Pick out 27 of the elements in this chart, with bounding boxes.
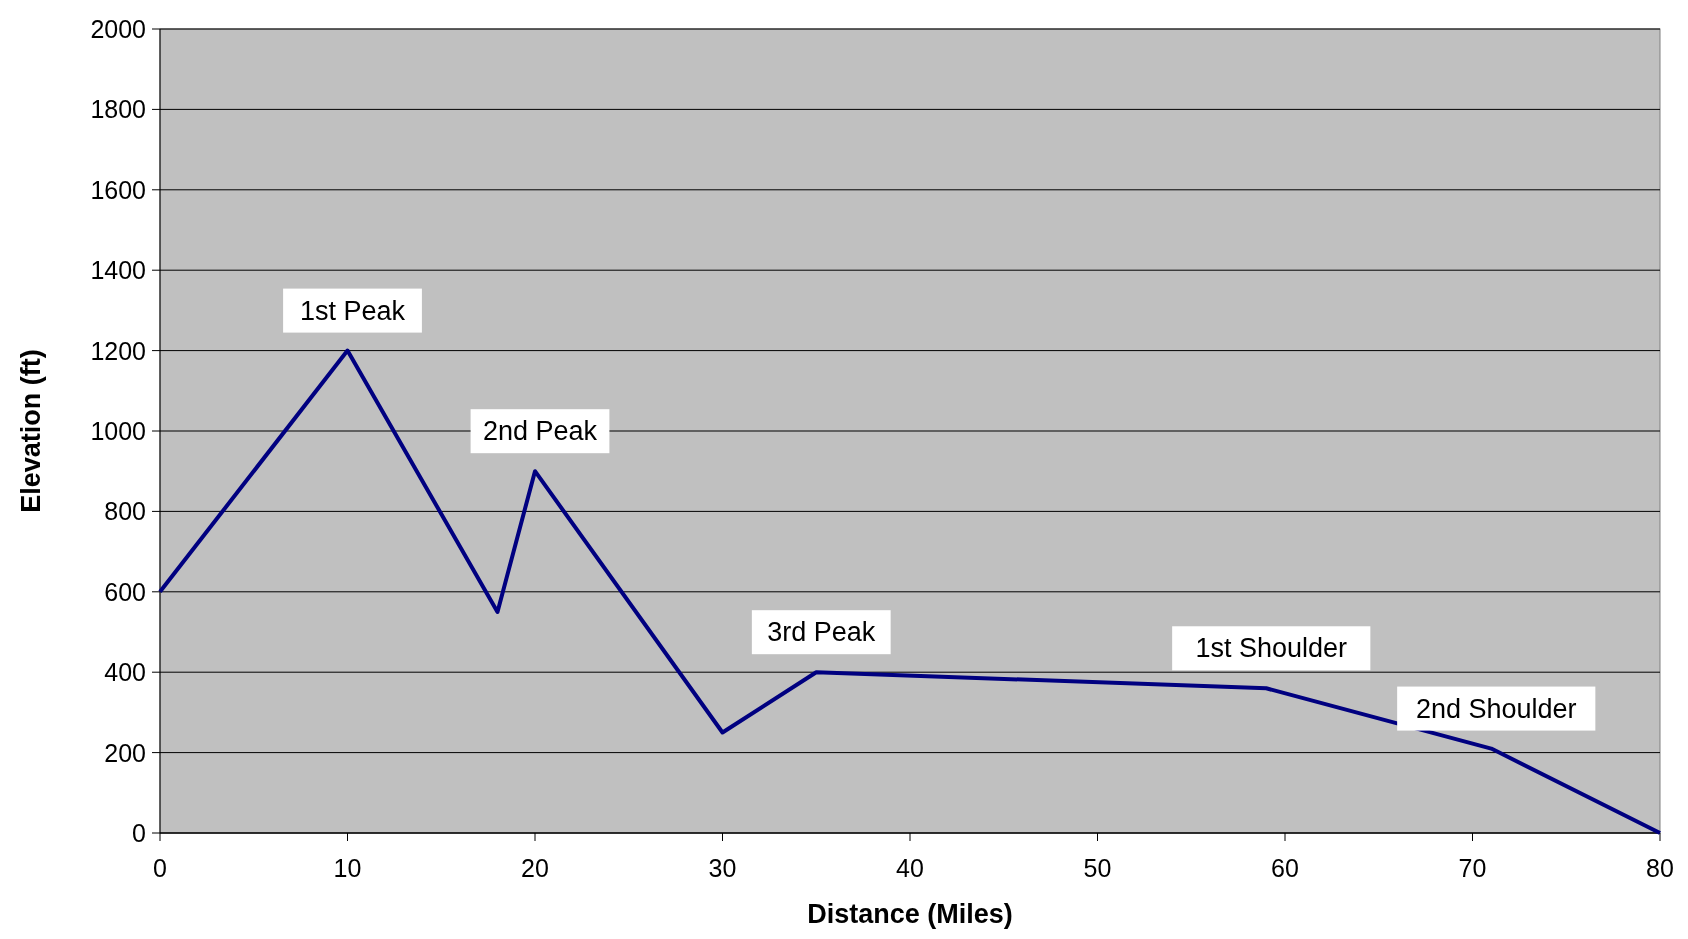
x-tick-label: 30: [708, 854, 737, 882]
x-tick-label: 60: [1271, 854, 1299, 882]
x-tick-label: 80: [1646, 854, 1674, 882]
y-tick-label: 800: [104, 497, 146, 526]
annotation: 1st Shoulder: [1195, 633, 1348, 664]
y-tick-label: 2000: [90, 15, 146, 43]
y-tick-label: 1000: [90, 417, 146, 445]
y-tick-label: 1600: [90, 175, 146, 204]
y-tick-label: 1200: [90, 336, 146, 365]
y-tick-label: 600: [104, 577, 146, 606]
y-axis-title: Elevation (ft): [16, 349, 46, 513]
x-axis-title: Distance (Miles): [807, 899, 1013, 929]
x-tick-label: 40: [896, 854, 924, 882]
x-tick-label: 10: [333, 854, 362, 882]
y-tick-label: 200: [104, 738, 146, 767]
annotation: 2nd Shoulder: [1415, 693, 1577, 724]
x-tick-label: 20: [521, 854, 549, 882]
x-tick-label: 0: [153, 854, 167, 882]
x-tick-label: 70: [1458, 854, 1487, 882]
annotation: 3rd Peak: [767, 617, 876, 648]
y-tick-label: 1800: [90, 95, 146, 124]
y-tick-label: 1400: [90, 256, 146, 285]
y-tick-label: 400: [104, 658, 146, 687]
y-tick-label: 0: [132, 819, 146, 847]
annotation: 1st Peak: [299, 295, 406, 326]
x-tick-label: 50: [1083, 854, 1112, 882]
annotation: 2nd Peak: [482, 416, 598, 447]
